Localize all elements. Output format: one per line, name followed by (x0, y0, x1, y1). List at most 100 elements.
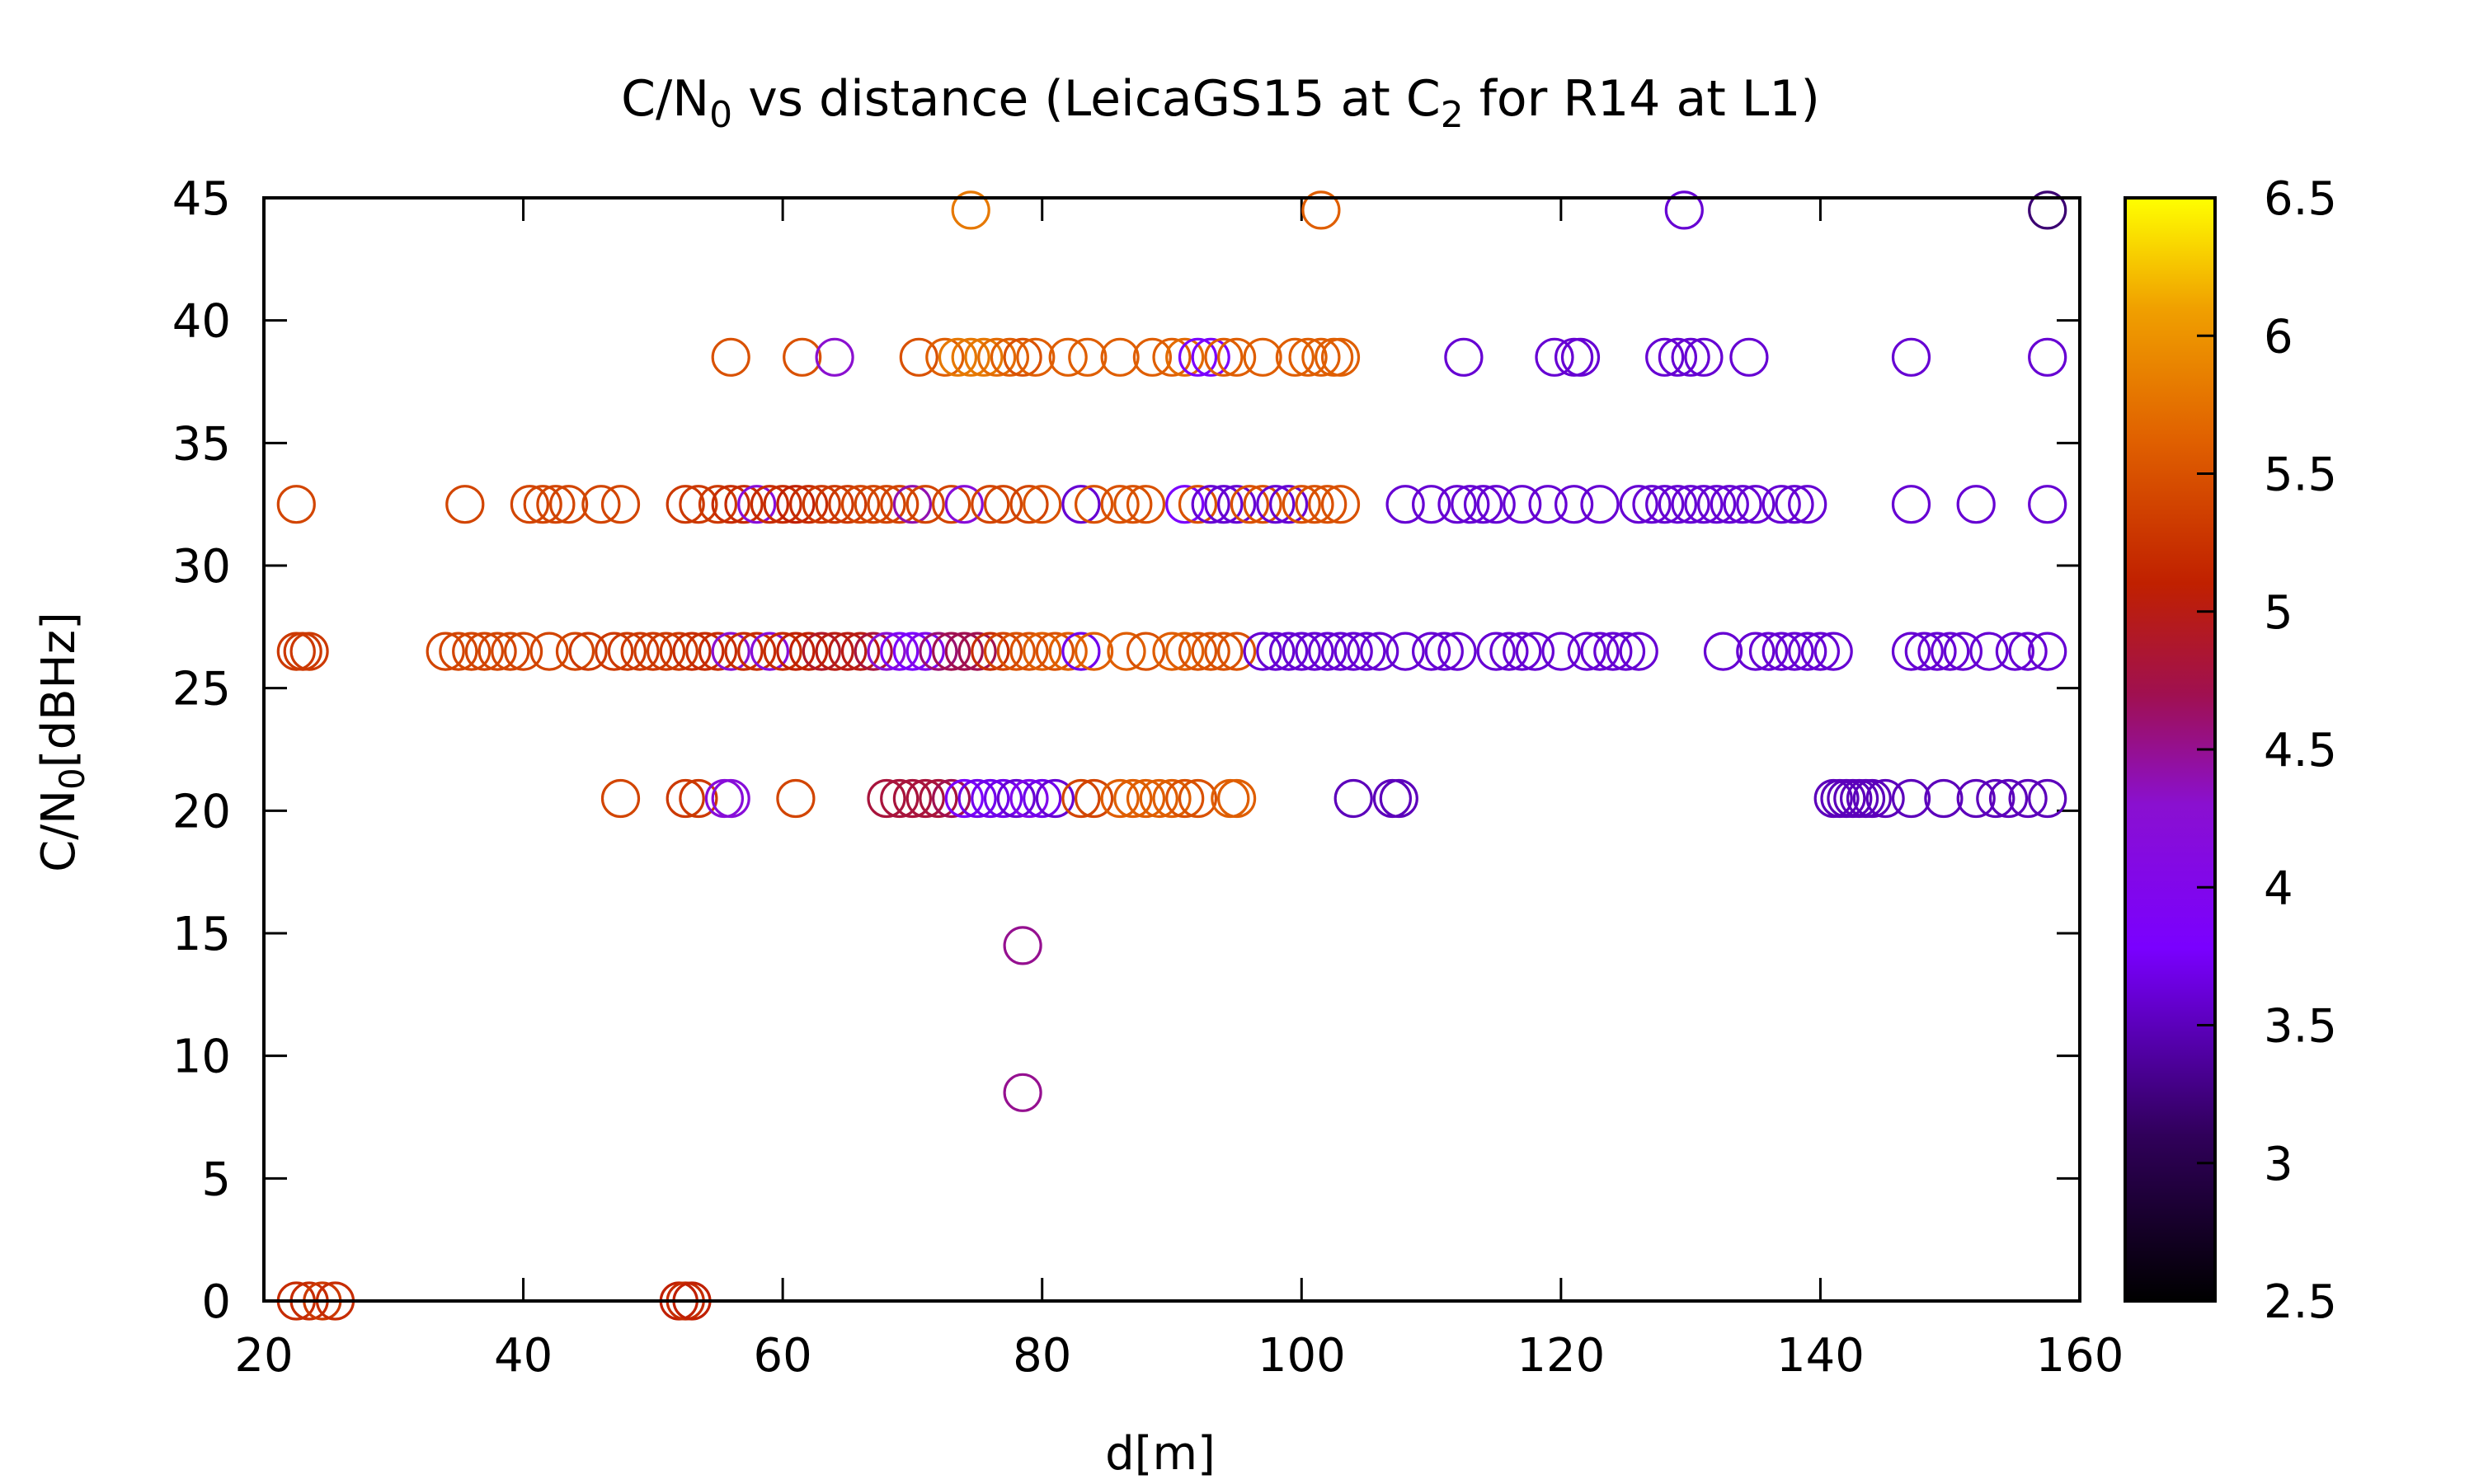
data-point (1191, 485, 1230, 524)
data-point (679, 778, 718, 819)
data-point (776, 778, 816, 819)
data-point (1437, 632, 1477, 671)
data-point (581, 485, 621, 524)
data-point (1891, 485, 1931, 524)
data-point (1619, 632, 1658, 671)
y-tick-label: 10 (172, 1031, 231, 1084)
data-point (1891, 778, 1931, 819)
data-point (1671, 485, 1710, 524)
data-point (1023, 485, 1062, 524)
data-point (1074, 778, 1114, 819)
data-point (1528, 485, 1568, 524)
data-point (931, 632, 971, 671)
data-point (666, 778, 705, 819)
data-point (944, 632, 984, 671)
data-point (666, 485, 705, 524)
data-point (1969, 632, 2009, 671)
data-point (1411, 632, 1451, 671)
data-point (1554, 485, 1594, 524)
data-point (815, 337, 854, 377)
data-point (1204, 485, 1244, 524)
y-tick-label: 35 (172, 417, 231, 471)
data-point (1016, 337, 1056, 377)
data-point (1904, 632, 1944, 671)
data-point (1444, 337, 1484, 377)
data-point (1956, 485, 1996, 524)
data-point (711, 632, 750, 671)
data-point (426, 632, 465, 671)
data-point (1295, 632, 1334, 671)
data-point (1360, 632, 1399, 671)
data-point (971, 485, 1010, 524)
data-point (1288, 337, 1328, 377)
data-point (1074, 485, 1114, 524)
data-point (1100, 778, 1140, 819)
data-point (1333, 778, 1373, 819)
data-point (925, 337, 965, 377)
data-point (1684, 337, 1724, 377)
data-point (1503, 485, 1542, 524)
data-point (1385, 485, 1425, 524)
data-point (1003, 926, 1042, 965)
data-point (977, 337, 1017, 377)
data-point (1308, 485, 1348, 524)
data-point (1152, 632, 1192, 671)
data-point (1132, 337, 1173, 377)
data-point (1100, 337, 1140, 377)
x-tick-label: 80 (1013, 1329, 1071, 1383)
data-point (905, 778, 945, 819)
data-point (595, 632, 634, 671)
y-tick-label: 15 (172, 908, 231, 961)
data-point (1035, 632, 1075, 671)
data-point (880, 778, 920, 819)
data-point (1748, 632, 1789, 671)
data-point (938, 337, 978, 377)
data-point (867, 632, 906, 671)
data-point (880, 485, 920, 524)
colorbar-tick-label: 2.5 (2264, 1275, 2337, 1329)
data-point (1658, 337, 1698, 377)
data-point (957, 632, 997, 671)
data-point (1204, 337, 1244, 377)
data-point (1178, 778, 1218, 819)
data-point (788, 485, 829, 524)
x-tick-label: 40 (494, 1329, 553, 1383)
data-point (1113, 778, 1153, 819)
data-point (1243, 485, 1282, 524)
data-point (899, 337, 938, 377)
data-point (1216, 485, 1257, 524)
data-point (737, 485, 777, 524)
data-point (568, 632, 608, 671)
data-point (1048, 337, 1088, 377)
colorbar-tick-label: 4.5 (2264, 724, 2337, 777)
data-point (964, 337, 1004, 377)
y-tick-label: 20 (172, 785, 231, 838)
data-point (1606, 632, 1646, 671)
data-point (905, 632, 945, 671)
data-point (802, 632, 841, 671)
data-point (600, 778, 641, 819)
data-point (867, 778, 906, 819)
data-point (1074, 632, 1114, 671)
data-point (1126, 485, 1166, 524)
y-tick-label: 0 (201, 1275, 231, 1329)
data-point (854, 632, 893, 671)
data-point (1761, 485, 1801, 524)
data-point (724, 632, 764, 671)
data-point (892, 485, 933, 524)
data-point (1320, 632, 1361, 671)
data-point (1216, 778, 1257, 819)
data-point (1697, 485, 1737, 524)
data-point (971, 778, 1010, 819)
data-point (607, 632, 647, 671)
data-point (1943, 632, 1982, 671)
data-point (1411, 485, 1451, 524)
data-point (983, 632, 1023, 671)
data-point (1333, 632, 1373, 671)
data-point (1178, 485, 1218, 524)
data-point (2028, 337, 2067, 377)
data-point (1320, 337, 1361, 377)
data-point (510, 485, 550, 524)
data-point (1023, 778, 1062, 819)
